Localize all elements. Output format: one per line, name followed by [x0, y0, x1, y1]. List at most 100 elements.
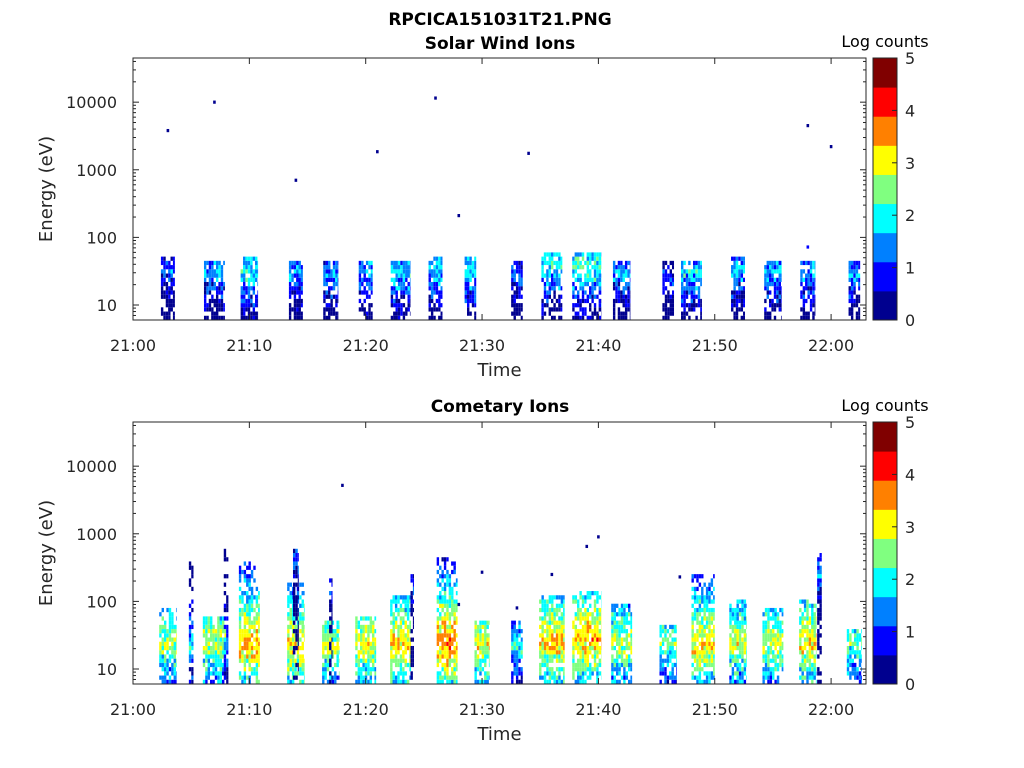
spectrogram-cell	[207, 667, 211, 672]
spectrogram-cell	[851, 662, 854, 668]
spectrogram-cell	[471, 273, 475, 278]
spectrogram-cell	[324, 641, 327, 646]
spectrogram-cell	[780, 290, 782, 295]
spectrogram-cell	[412, 624, 414, 630]
spectrogram-cell	[430, 307, 434, 312]
spectrogram-cell	[163, 671, 167, 676]
spectrogram-cell	[811, 645, 814, 651]
spectrogram-cell	[355, 637, 358, 642]
spectrogram-cell	[287, 624, 290, 630]
spectrogram-cell	[481, 641, 485, 646]
spectrogram-cell	[598, 252, 602, 257]
spectrogram-cell	[613, 658, 616, 663]
spectrogram-cell	[390, 294, 394, 299]
spectrogram-cell	[165, 290, 169, 295]
spectrogram-cell	[705, 620, 709, 625]
spectrogram-cell	[331, 667, 335, 672]
spectrogram-cell	[240, 311, 244, 316]
spectrogram-cell	[710, 612, 714, 617]
spectrogram-cell	[855, 298, 859, 304]
spectrogram-cell	[611, 645, 614, 651]
spectrogram-cell	[518, 629, 521, 634]
spectrogram-cell	[243, 675, 247, 680]
spectrogram-cell	[250, 591, 254, 596]
spectrogram-cell	[402, 265, 406, 270]
spectrogram-cell	[681, 298, 684, 304]
spectrogram-cell	[558, 294, 561, 299]
spectrogram-cell	[771, 265, 774, 270]
spectrogram-cell	[579, 315, 582, 320]
spectrogram-cell	[208, 290, 212, 295]
spectrogram-cell	[596, 294, 599, 299]
spectrogram-cell	[288, 273, 292, 278]
spectrogram-cell	[627, 273, 630, 278]
spectrogram-cell	[393, 315, 396, 320]
spectrogram-cell	[589, 294, 592, 299]
spectrogram-cell	[296, 654, 300, 659]
spectrogram-cell	[780, 303, 782, 308]
spectrogram-cell	[441, 633, 444, 638]
spectrogram-cell	[240, 286, 244, 291]
spectrogram-cell	[439, 654, 442, 659]
y-tick-label: 1000	[76, 161, 117, 180]
spectrogram-cell	[291, 616, 295, 621]
spectrogram-cell	[769, 658, 773, 663]
spectrogram-cell	[245, 315, 248, 320]
spectrogram-cell	[811, 624, 814, 630]
spectrogram-cell	[620, 298, 623, 304]
spectrogram-cell	[238, 574, 242, 579]
spectrogram-cell	[322, 654, 325, 659]
spectrogram-cell	[579, 595, 582, 600]
spectrogram-cell	[735, 265, 739, 270]
spectrogram-cell	[817, 557, 820, 562]
spectrogram-cell	[701, 641, 704, 646]
spectrogram-cell	[292, 548, 296, 554]
spectrogram-cell	[469, 269, 472, 274]
spectrogram-cell	[412, 607, 414, 613]
spectrogram-cell	[488, 658, 490, 663]
spectrogram-cell	[292, 599, 296, 604]
spectrogram-cell	[476, 641, 480, 646]
spectrogram-cell	[191, 645, 194, 651]
spectrogram-cell	[764, 286, 767, 291]
spectrogram-cell	[731, 650, 735, 655]
spectrogram-cell	[623, 607, 626, 613]
spectrogram-cell	[223, 624, 227, 630]
spectrogram-cell	[255, 633, 259, 638]
spectrogram-cell	[543, 599, 547, 604]
spectrogram-cell	[481, 667, 485, 672]
spectrogram-cell	[326, 641, 330, 646]
spectrogram-cell	[325, 303, 329, 308]
spectrogram-cell	[325, 269, 329, 274]
spectrogram-cell	[390, 641, 393, 646]
spectrogram-cell	[669, 654, 672, 659]
spectrogram-cell	[324, 620, 327, 625]
spectrogram-cell	[731, 667, 735, 672]
spectrogram-cell	[303, 658, 305, 663]
spectrogram-cell	[409, 675, 412, 680]
spectrogram-cell	[780, 286, 782, 291]
spectrogram-cell	[397, 650, 400, 655]
spectrogram-cell	[596, 595, 599, 600]
spectrogram-cell	[767, 675, 770, 680]
spectrogram-cell	[815, 671, 817, 676]
spectrogram-cell	[250, 650, 254, 655]
spectrogram-cell	[676, 679, 677, 684]
spectrogram-cell	[212, 641, 215, 646]
spectrogram-cell	[245, 290, 248, 295]
spectrogram-cell	[248, 565, 251, 570]
spectrogram-cell	[370, 269, 373, 274]
spectrogram-cell	[738, 607, 742, 613]
spectrogram-cell	[397, 641, 400, 646]
spectrogram-cell	[441, 578, 444, 583]
spectrogram-cell	[374, 654, 377, 659]
spectrogram-cell	[613, 624, 616, 630]
spectrogram-cell	[550, 286, 554, 291]
spectrogram-cell	[296, 658, 300, 663]
spectrogram-cell	[248, 637, 251, 642]
spectrogram-cell	[322, 645, 325, 651]
spectrogram-cell	[809, 298, 813, 304]
spectrogram-cell	[563, 607, 565, 613]
spectrogram-cell	[574, 633, 578, 638]
spectrogram-cell	[443, 667, 447, 672]
